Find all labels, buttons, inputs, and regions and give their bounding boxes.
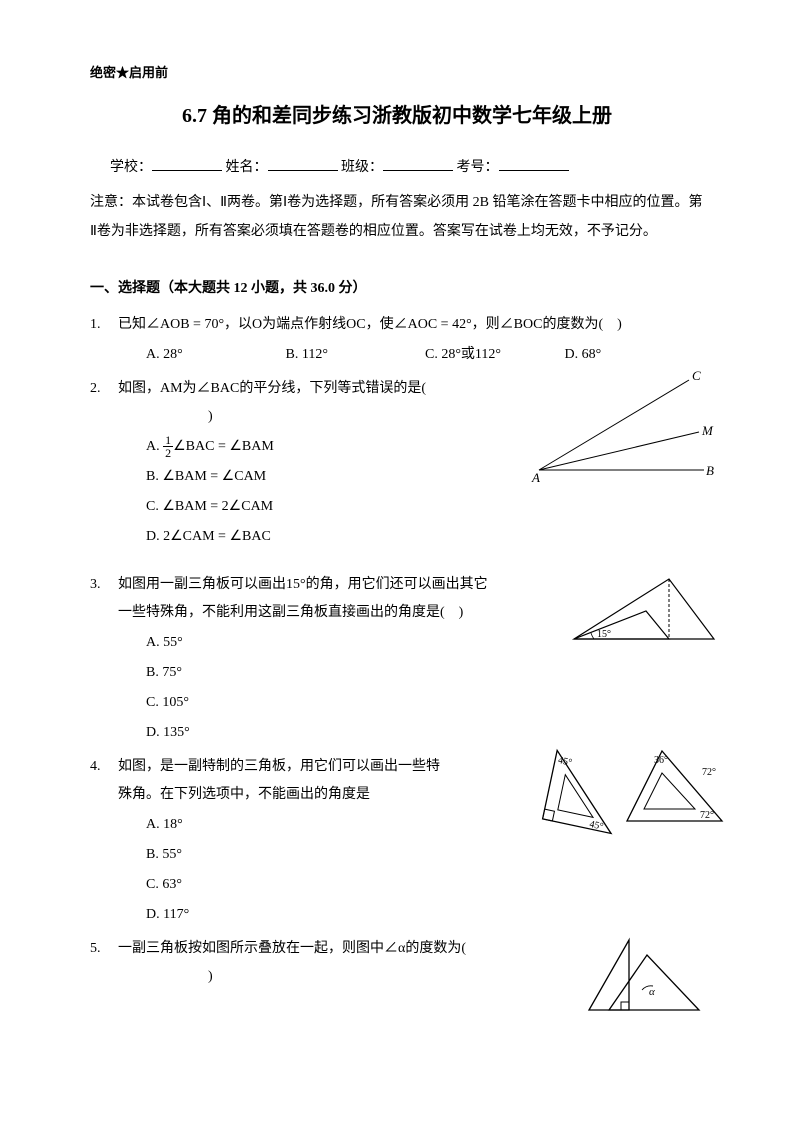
q4-figure: 45° 45° 36° 72° 72° xyxy=(539,743,729,848)
q3-fig-angle: 15° xyxy=(597,629,611,640)
q4-opt-c: C. 63° xyxy=(146,871,704,899)
q2-figure: A B C M xyxy=(524,370,714,485)
q4-fig-36: 36° xyxy=(654,755,668,766)
q1-opt-c: C. 28°或112° xyxy=(425,341,565,369)
student-info-row: 学校： 姓名： 班级： 考号： xyxy=(90,154,704,182)
q4-number: 4. xyxy=(90,753,101,781)
q3-opt-b: B. 75° xyxy=(146,659,704,687)
q1-stem: 已知∠AOB = 70°，以O为端点作射线OC，使∠AOC = 42°，则∠BO… xyxy=(118,311,704,339)
q2-a-pre: A. xyxy=(146,439,163,454)
q5-close: ) xyxy=(208,969,213,984)
q1-opt-a: A. 28° xyxy=(146,341,286,369)
q3-figure: 15° xyxy=(564,571,724,649)
question-4: 4. 如图，是一副特制的三角板，用它们可以画出一些特 殊角。在下列选项中，不能画… xyxy=(90,753,704,929)
q2-a-post: ∠BAC = ∠BAM xyxy=(173,439,274,454)
confidential-label: 绝密★启用前 xyxy=(90,60,704,86)
stacked-triangles-icon: α xyxy=(574,930,714,1020)
q1-opt-b: B. 112° xyxy=(286,341,426,369)
fraction-icon: 12 xyxy=(163,434,173,459)
question-1: 1. 已知∠AOB = 70°，以O为端点作射线OC，使∠AOC = 42°，则… xyxy=(90,311,704,369)
q5-stem-text: 一副三角板按如图所示叠放在一起，则图中∠α的度数为( xyxy=(118,941,466,956)
q1-opt-d: D. 68° xyxy=(565,341,705,369)
class-label: 班级： xyxy=(341,160,383,175)
q4-opt-d: D. 117° xyxy=(146,901,704,929)
q5-number: 5. xyxy=(90,935,101,963)
special-triangles-icon: 45° 45° 36° 72° 72° xyxy=(539,743,729,848)
q2-number: 2. xyxy=(90,375,101,403)
question-3: 3. 如图用一副三角板可以画出15°的角，用它们还可以画出其它 一些特殊角，不能… xyxy=(90,571,704,747)
page-title: 6.7 角的和差同步练习浙教版初中数学七年级上册 xyxy=(90,96,704,136)
q4-fig-45a: 45° xyxy=(557,755,573,769)
q2-stem-text: 如图，AM为∠BAC的平分线，下列等式错误的是( xyxy=(118,381,426,396)
q1-number: 1. xyxy=(90,311,101,339)
q2-fig-b: B xyxy=(706,463,714,478)
q5-fig-alpha: α xyxy=(649,986,655,998)
q3-opt-c: C. 105° xyxy=(146,689,704,717)
q2-fig-a: A xyxy=(531,470,540,485)
name-label: 姓名： xyxy=(226,160,268,175)
question-2: 2. 如图，AM为∠BAC的平分线，下列等式错误的是( ) A. 12∠BAC … xyxy=(90,375,704,551)
section-1-header: 一、选择题（本大题共 12 小题，共 36.0 分） xyxy=(90,275,704,303)
q4-fig-72a: 72° xyxy=(700,810,714,821)
triangle-ruler-icon: 15° xyxy=(564,571,724,649)
angle-bisector-icon: A B C M xyxy=(524,370,714,485)
q4-fig-72b: 72° xyxy=(702,767,716,778)
q1-options: A. 28° B. 112° C. 28°或112° D. 68° xyxy=(118,341,704,369)
q2-opt-d: D. 2∠CAM = ∠BAC xyxy=(146,523,704,551)
q5-figure: α xyxy=(574,930,714,1020)
q2-opt-c: C. ∠BAM = 2∠CAM xyxy=(146,493,704,521)
class-blank xyxy=(383,156,453,171)
q2-fig-c: C xyxy=(692,370,701,383)
name-blank xyxy=(268,156,338,171)
question-5: 5. 一副三角板按如图所示叠放在一起，则图中∠α的度数为( ) α xyxy=(90,935,704,991)
examno-label: 考号： xyxy=(457,160,499,175)
school-label: 学校： xyxy=(110,160,152,175)
school-blank xyxy=(152,156,222,171)
q4-fig-45b: 45° xyxy=(588,819,604,833)
examno-blank xyxy=(499,156,569,171)
notice-text: 注意：本试卷包含Ⅰ、Ⅱ两卷。第Ⅰ卷为选择题，所有答案必须用 2B 铅笔涂在答题卡… xyxy=(90,188,704,247)
q2-close: ) xyxy=(208,409,213,424)
q2-fig-m: M xyxy=(701,423,714,438)
q3-number: 3. xyxy=(90,571,101,599)
